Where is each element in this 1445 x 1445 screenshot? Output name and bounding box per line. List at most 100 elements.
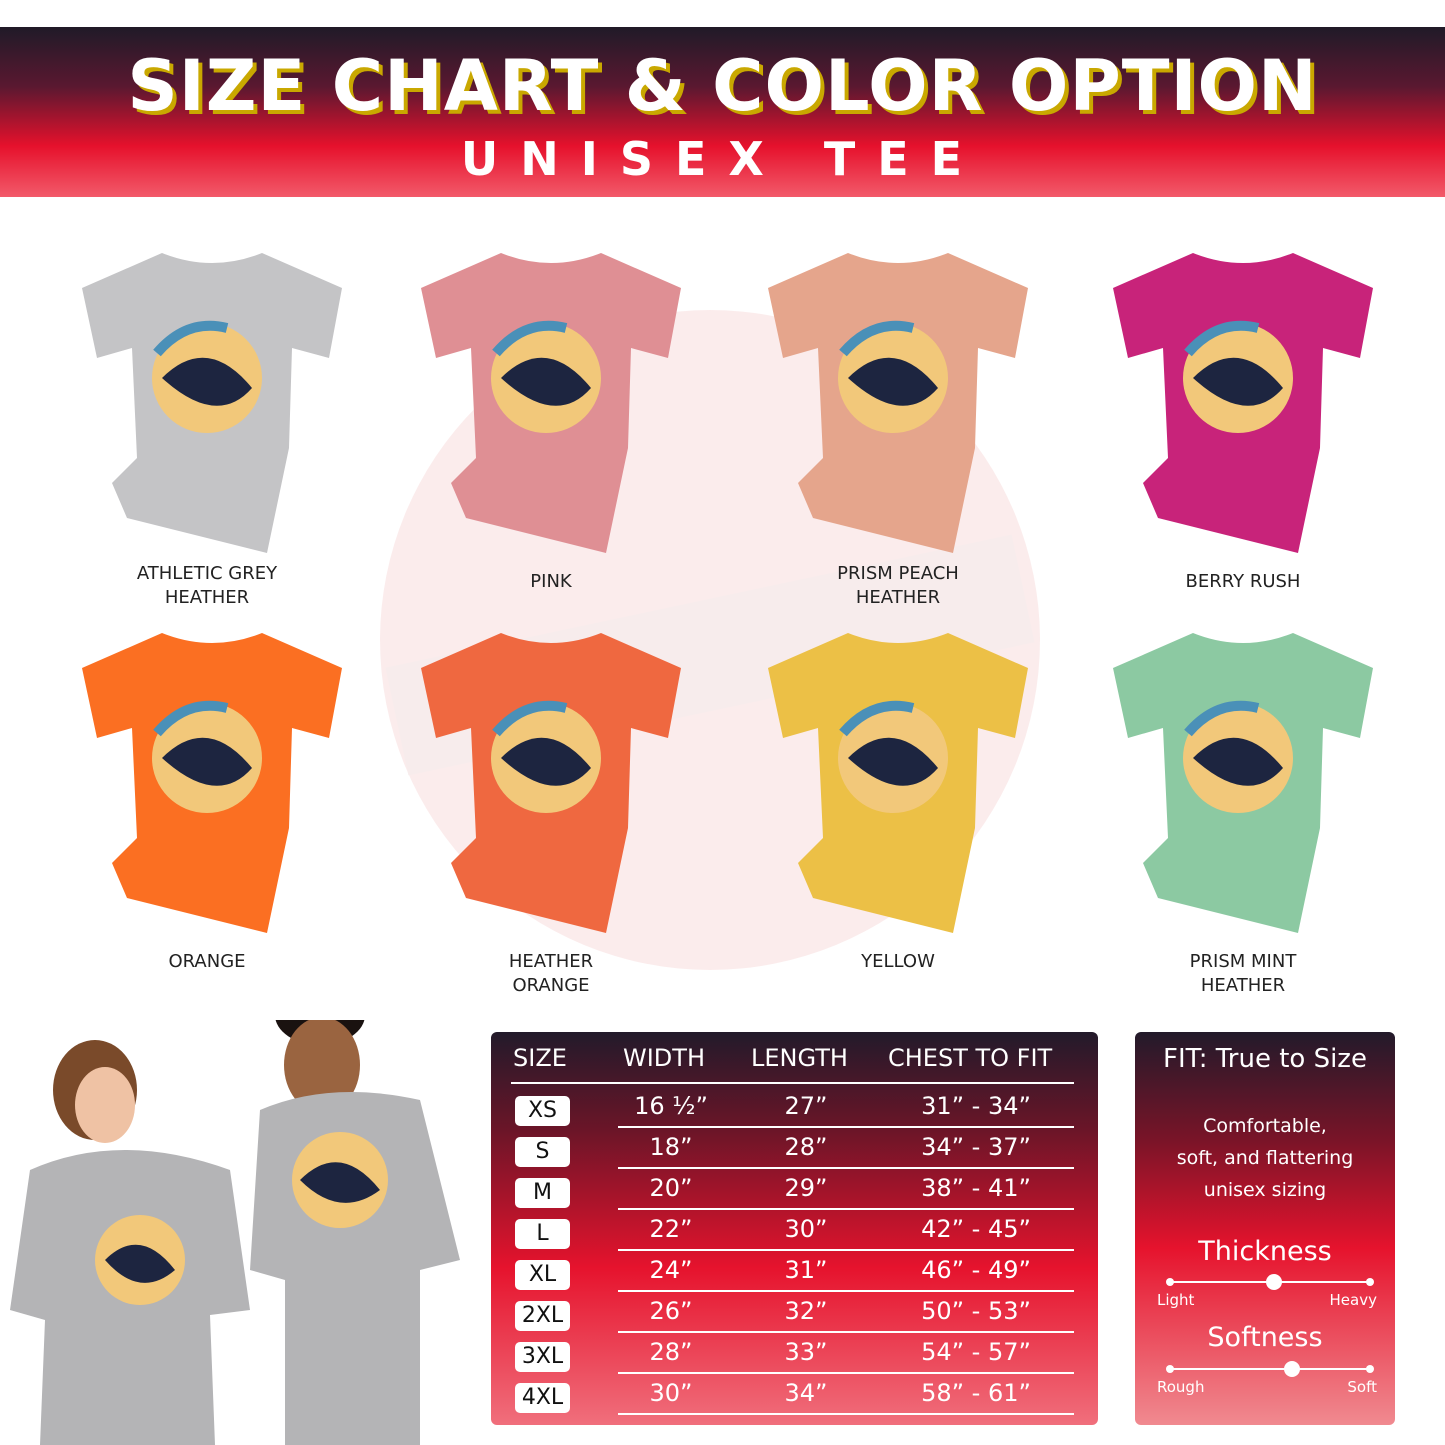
color-name-line: HEATHER [1200, 975, 1286, 996]
thickness-slider-knob [1266, 1274, 1282, 1290]
table-row: 3XL 28” 33” 54” - 57” [491, 1334, 1098, 1375]
color-name-line: HEATHER [508, 951, 594, 972]
chest-cell: 54” - 57” [921, 1338, 1031, 1366]
size-chart-table: SIZE WIDTH LENGTH CHEST TO FIT XS 16 ½” … [491, 1032, 1098, 1425]
length-cell: 29” [784, 1174, 828, 1202]
width-cell: 22” [649, 1215, 693, 1243]
row-divider [618, 1331, 1074, 1333]
fit-description-line: unisex sizing [1203, 1179, 1327, 1201]
thickness-max-label: Heavy [1329, 1291, 1377, 1309]
chest-cell: 50” - 53” [921, 1297, 1031, 1325]
color-name-label: HEATHER ORANGE [421, 950, 681, 998]
fit-description-line: soft, and flattering [1176, 1147, 1354, 1169]
color-name-label: YELLOW [768, 950, 1028, 974]
row-divider [618, 1208, 1074, 1210]
header-length: LENGTH [751, 1044, 848, 1072]
row-divider [618, 1126, 1074, 1128]
header-banner: SIZE CHART & COLOR OPTION UNISEX TEE [0, 27, 1445, 197]
tshirt-image [1098, 628, 1388, 938]
softness-label: Softness [1207, 1322, 1323, 1353]
color-name-line: PRISM PEACH [837, 563, 959, 584]
color-name-line: HEATHER [855, 587, 941, 608]
softness-slider-knob [1284, 1361, 1300, 1377]
chest-cell: 31” - 34” [921, 1092, 1031, 1120]
size-badge: XS [515, 1096, 570, 1126]
page-title: SIZE CHART & COLOR OPTION [127, 45, 1318, 127]
width-cell: 24” [649, 1256, 693, 1284]
chest-cell: 46” - 49” [921, 1256, 1031, 1284]
color-name-line: ATHLETIC GREY [136, 563, 278, 584]
width-cell: 30” [649, 1379, 693, 1407]
color-name-line: PINK [530, 571, 572, 592]
size-badge: 4XL [515, 1383, 570, 1413]
size-badge: 2XL [515, 1301, 570, 1331]
softness-slider [1166, 1361, 1374, 1377]
color-name-label: BERRY RUSH [1113, 570, 1373, 594]
width-cell: 18” [649, 1133, 693, 1161]
table-row: 2XL 26” 32” 50” - 53” [491, 1293, 1098, 1334]
width-cell: 16 ½” [634, 1092, 708, 1120]
softness-min-label: Rough [1157, 1378, 1205, 1396]
row-divider [618, 1413, 1074, 1415]
thickness-label: Thickness [1198, 1236, 1332, 1267]
softness-max-label: Soft [1347, 1378, 1377, 1396]
tshirt-image [406, 248, 696, 558]
tshirt-image [67, 628, 357, 938]
tshirt-image [1098, 248, 1388, 558]
color-name-label: PRISM PEACH HEATHER [768, 562, 1028, 610]
length-cell: 34” [784, 1379, 828, 1407]
tshirt-image [406, 628, 696, 938]
length-cell: 28” [784, 1133, 828, 1161]
width-cell: 26” [649, 1297, 693, 1325]
page-subtitle: UNISEX TEE [460, 132, 985, 186]
color-name-label: PINK [421, 570, 681, 594]
header-width: WIDTH [623, 1044, 705, 1072]
size-badge: S [515, 1137, 570, 1167]
tshirt-image [67, 248, 357, 558]
color-name-line: YELLOW [861, 951, 935, 972]
header-chest: CHEST TO FIT [888, 1044, 1053, 1072]
width-cell: 28” [649, 1338, 693, 1366]
chest-cell: 38” - 41” [921, 1174, 1031, 1202]
table-row: S 18” 28” 34” - 37” [491, 1129, 1098, 1170]
color-name-line: BERRY RUSH [1185, 571, 1301, 592]
size-badge: XL [515, 1260, 570, 1290]
fit-title: FIT: True to Size [1163, 1044, 1367, 1074]
female-model-image [10, 1040, 250, 1445]
size-badge: 3XL [515, 1342, 570, 1372]
row-divider [618, 1249, 1074, 1251]
length-cell: 31” [784, 1256, 828, 1284]
tshirt-image [753, 628, 1043, 938]
width-cell: 20” [649, 1174, 693, 1202]
table-row: M 20” 29” 38” - 41” [491, 1170, 1098, 1211]
models-photo [10, 1020, 460, 1445]
row-divider [618, 1372, 1074, 1374]
table-row: 4XL 30” 34” 58” - 61” [491, 1375, 1098, 1416]
row-divider [618, 1290, 1074, 1292]
length-cell: 33” [784, 1338, 828, 1366]
chest-cell: 42” - 45” [921, 1215, 1031, 1243]
header-size: SIZE [513, 1044, 567, 1072]
thickness-slider [1166, 1274, 1374, 1290]
length-cell: 27” [784, 1092, 828, 1120]
length-cell: 30” [784, 1215, 828, 1243]
table-row: XS 16 ½” 27” 31” - 34” [491, 1088, 1098, 1129]
row-divider [618, 1167, 1074, 1169]
fit-panel: FIT: True to Size Comfortable, soft, and… [1135, 1032, 1395, 1425]
chest-cell: 34” - 37” [921, 1133, 1031, 1161]
color-name-line: PRISM MINT [1189, 951, 1297, 972]
male-model-image [250, 1020, 460, 1445]
size-badge: M [515, 1178, 570, 1208]
table-row: XL 24” 31” 46” - 49” [491, 1252, 1098, 1293]
header-divider [511, 1082, 1074, 1084]
length-cell: 32” [784, 1297, 828, 1325]
color-name-label: PRISM MINT HEATHER [1113, 950, 1373, 998]
color-name-line: HEATHER [164, 587, 250, 608]
color-name-label: ORANGE [77, 950, 337, 974]
fit-description-line: Comfortable, [1203, 1115, 1327, 1137]
thickness-min-label: Light [1157, 1291, 1195, 1309]
chest-cell: 58” - 61” [921, 1379, 1031, 1407]
color-name-line: ORANGE [512, 975, 590, 996]
table-row: L 22” 30” 42” - 45” [491, 1211, 1098, 1252]
color-name-label: ATHLETIC GREY HEATHER [77, 562, 337, 610]
